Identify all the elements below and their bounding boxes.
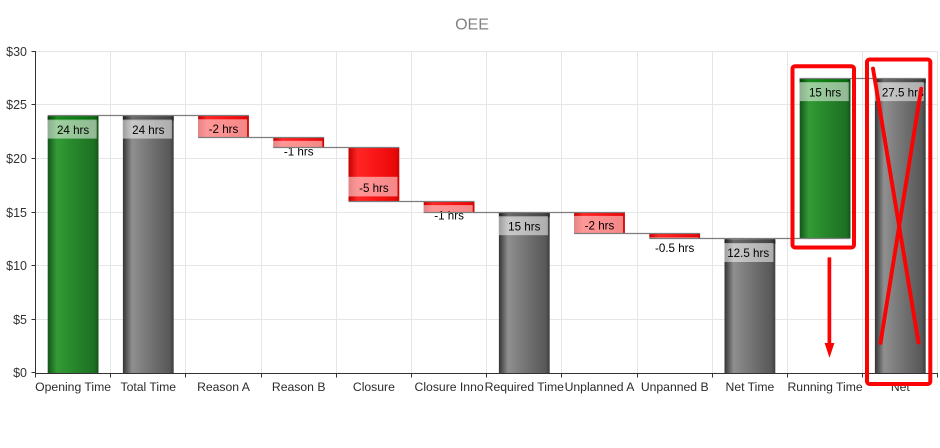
svg-text:$30: $30 bbox=[6, 45, 27, 59]
svg-text:24 hrs: 24 hrs bbox=[132, 124, 164, 137]
svg-text:-0.5 hrs: -0.5 hrs bbox=[655, 242, 695, 255]
svg-text:Reason B: Reason B bbox=[272, 380, 326, 394]
svg-text:Opening Time: Opening Time bbox=[35, 380, 111, 394]
svg-text:15 hrs: 15 hrs bbox=[809, 86, 841, 99]
svg-text:$0: $0 bbox=[13, 366, 27, 380]
svg-text:$15: $15 bbox=[6, 206, 27, 220]
svg-text:$10: $10 bbox=[6, 259, 27, 273]
svg-text:-2 hrs: -2 hrs bbox=[585, 220, 615, 233]
svg-text:-1 hrs: -1 hrs bbox=[434, 210, 464, 223]
svg-text:15 hrs: 15 hrs bbox=[508, 220, 540, 233]
svg-text:12.5 hrs: 12.5 hrs bbox=[727, 247, 769, 260]
svg-text:Running Time: Running Time bbox=[787, 380, 862, 394]
svg-text:$5: $5 bbox=[13, 313, 27, 327]
svg-text:$20: $20 bbox=[6, 152, 27, 166]
svg-text:Reason A: Reason A bbox=[197, 380, 251, 394]
svg-text:Closure: Closure bbox=[353, 380, 395, 394]
svg-text:Closure Inno: Closure Inno bbox=[415, 380, 484, 394]
svg-text:-5 hrs: -5 hrs bbox=[359, 182, 389, 195]
svg-text:OEE: OEE bbox=[455, 17, 489, 34]
svg-text:Net Time: Net Time bbox=[726, 380, 775, 394]
svg-text:Total Time: Total Time bbox=[121, 380, 177, 394]
svg-text:Unplanned A: Unplanned A bbox=[565, 380, 636, 394]
svg-text:Unpanned B: Unpanned B bbox=[641, 380, 709, 394]
svg-text:$25: $25 bbox=[6, 98, 27, 112]
svg-text:24 hrs: 24 hrs bbox=[57, 124, 89, 137]
svg-text:Required Time: Required Time bbox=[485, 380, 564, 394]
svg-text:-2 hrs: -2 hrs bbox=[209, 123, 239, 136]
svg-text:27.5 hrs: 27.5 hrs bbox=[882, 86, 924, 99]
svg-text:-1 hrs: -1 hrs bbox=[284, 146, 314, 159]
